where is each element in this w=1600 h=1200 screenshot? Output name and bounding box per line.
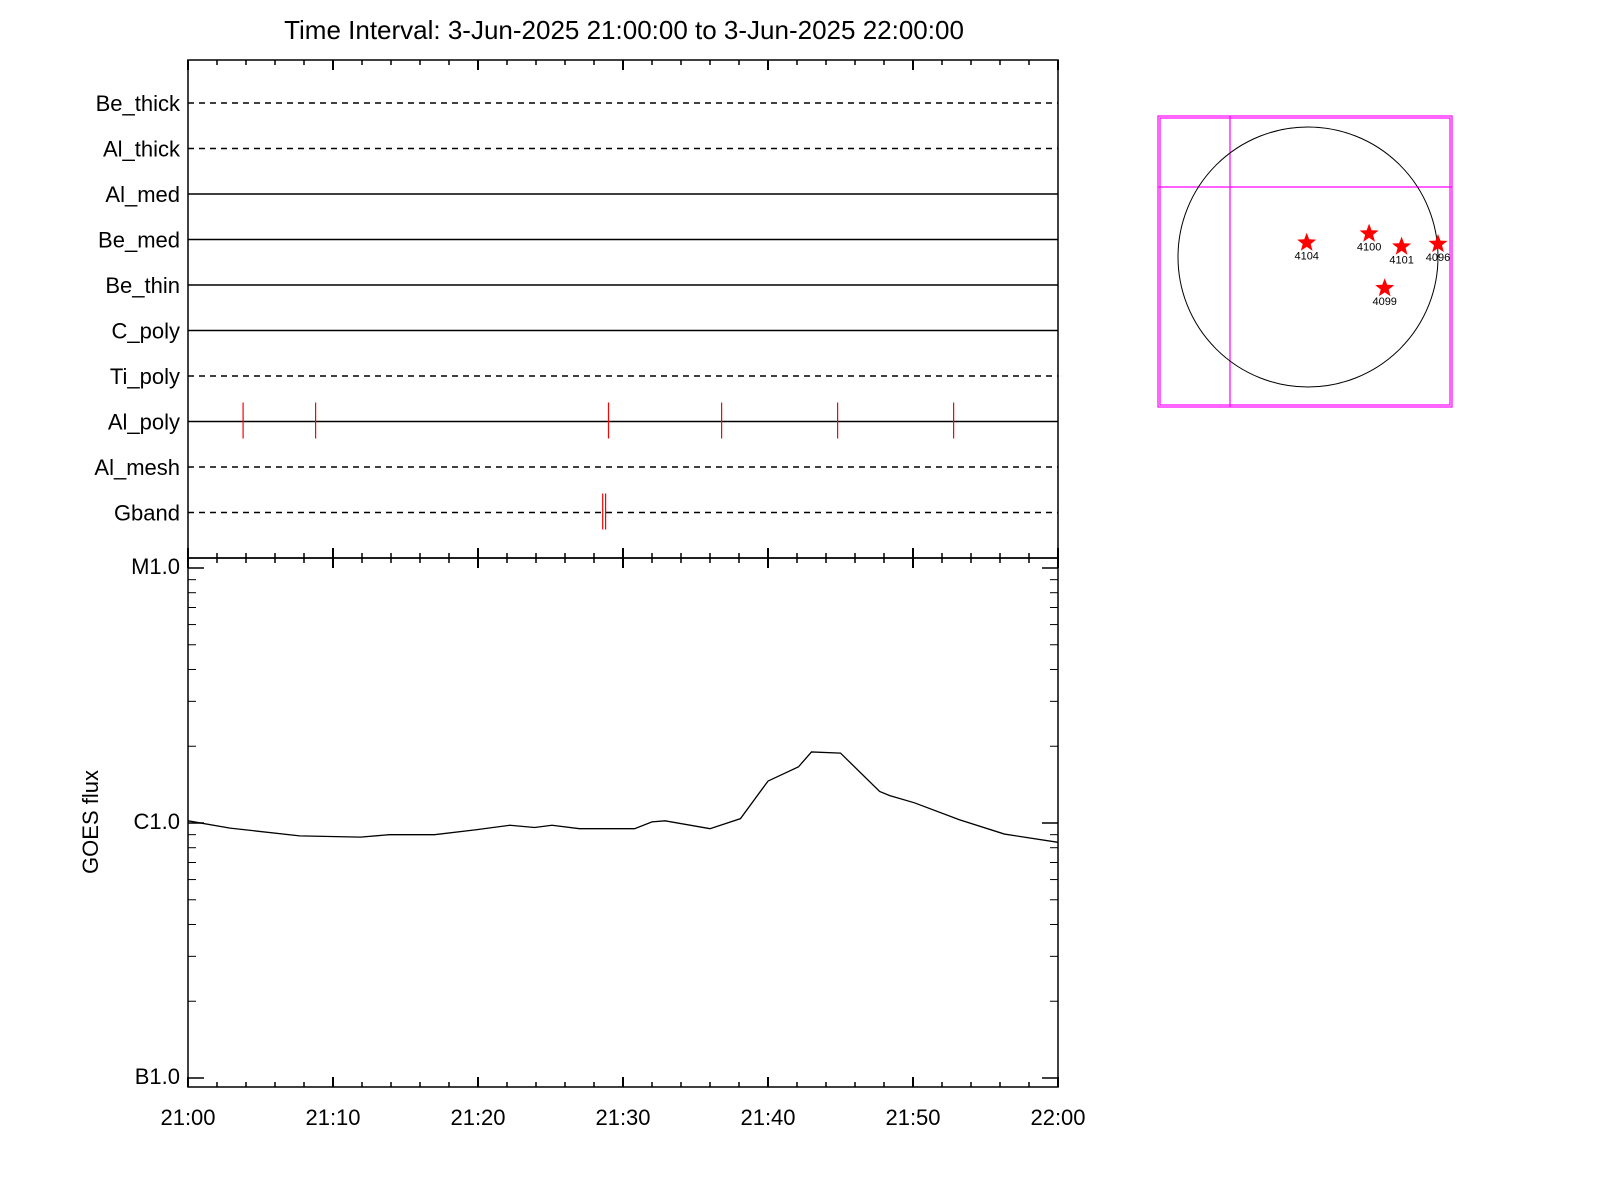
region-marker (1359, 223, 1379, 242)
y-tick-label: B1.0 (135, 1064, 180, 1089)
y-tick-label: C1.0 (134, 809, 180, 834)
x-tick-label: 21:30 (595, 1105, 650, 1130)
filter-label: Gband (114, 500, 180, 525)
x-tick-label: 21:40 (740, 1105, 795, 1130)
region-label: 4101 (1389, 255, 1413, 267)
filter-label: Al_med (105, 182, 180, 207)
flux-line (187, 751, 1059, 843)
region-label: 4099 (1372, 296, 1396, 308)
x-tick-label: 21:50 (885, 1105, 940, 1130)
chart-title: Time Interval: 3-Jun-2025 21:00:00 to 3-… (284, 15, 964, 45)
region-marker (1375, 278, 1395, 297)
x-tick-label: 21:20 (450, 1105, 505, 1130)
region-marker (1392, 236, 1412, 255)
solar-disk (1177, 126, 1439, 388)
fov-box (1157, 115, 1453, 408)
filter-label: Al_thick (103, 136, 181, 161)
filter-label: Be_thick (96, 91, 181, 116)
region-label: 4100 (1357, 242, 1381, 254)
filter-label: Al_mesh (94, 455, 180, 480)
filter-label: Al_poly (108, 409, 180, 434)
y-tick-label: M1.0 (131, 554, 180, 579)
region-label: 4096 (1426, 252, 1450, 264)
filter-label: Be_med (98, 227, 180, 252)
x-tick-label: 21:10 (305, 1105, 360, 1130)
region-marker (1297, 232, 1317, 251)
filter-label: C_poly (112, 318, 180, 343)
region-marker (1428, 234, 1448, 253)
x-tick-label: 21:00 (160, 1105, 215, 1130)
region-label: 4104 (1294, 251, 1318, 263)
x-tick-label: 22:00 (1030, 1105, 1085, 1130)
filter-label: Ti_poly (110, 364, 180, 389)
filter-label: Be_thin (105, 273, 180, 298)
fov-box (1159, 117, 1451, 406)
y-axis-label: GOES flux (78, 770, 103, 874)
